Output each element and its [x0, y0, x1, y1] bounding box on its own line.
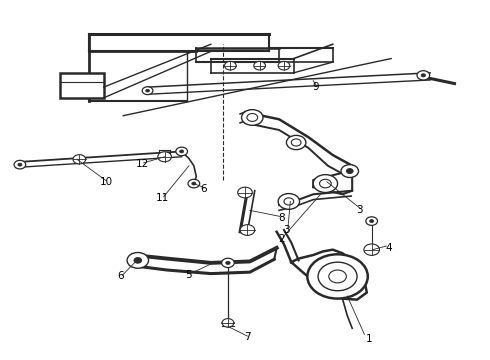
Text: 9: 9 [312, 82, 319, 92]
Circle shape [146, 89, 149, 92]
Text: 6: 6 [118, 271, 124, 282]
Circle shape [291, 139, 301, 146]
Circle shape [284, 198, 294, 205]
Circle shape [254, 62, 266, 70]
Text: 2: 2 [278, 234, 285, 244]
Circle shape [364, 244, 379, 255]
Ellipse shape [127, 252, 148, 268]
Circle shape [417, 71, 430, 80]
Ellipse shape [134, 257, 142, 263]
Circle shape [307, 254, 368, 298]
Ellipse shape [341, 165, 359, 177]
Circle shape [221, 258, 234, 267]
Circle shape [278, 62, 290, 70]
Circle shape [242, 110, 263, 125]
Circle shape [247, 113, 258, 121]
Circle shape [176, 147, 188, 156]
Circle shape [192, 182, 196, 185]
Circle shape [73, 155, 86, 164]
Text: 4: 4 [386, 243, 392, 253]
Circle shape [222, 319, 234, 327]
Bar [60, 73, 104, 98]
Polygon shape [291, 249, 367, 300]
Text: 10: 10 [99, 177, 113, 187]
Text: 7: 7 [244, 332, 251, 342]
Circle shape [366, 217, 377, 225]
Circle shape [318, 262, 357, 291]
Text: 1: 1 [366, 334, 372, 344]
Polygon shape [313, 173, 352, 194]
Circle shape [287, 135, 306, 150]
Circle shape [369, 220, 374, 222]
Circle shape [14, 160, 26, 169]
Circle shape [421, 74, 425, 77]
Circle shape [329, 270, 346, 283]
Circle shape [240, 225, 255, 235]
Ellipse shape [346, 168, 353, 174]
Circle shape [319, 179, 331, 188]
Text: 5: 5 [186, 270, 192, 280]
Circle shape [238, 187, 252, 198]
Circle shape [142, 87, 153, 95]
Circle shape [224, 62, 236, 70]
Circle shape [158, 152, 172, 162]
Circle shape [313, 175, 338, 193]
Text: 11: 11 [155, 193, 169, 203]
Text: 6: 6 [200, 184, 207, 194]
Text: 12: 12 [136, 159, 149, 169]
Circle shape [180, 150, 184, 153]
Text: 3: 3 [283, 225, 290, 235]
Circle shape [18, 163, 22, 166]
Circle shape [226, 261, 230, 265]
Circle shape [188, 179, 200, 188]
Text: 8: 8 [278, 212, 285, 222]
Text: 3: 3 [356, 205, 363, 215]
Circle shape [278, 194, 299, 209]
